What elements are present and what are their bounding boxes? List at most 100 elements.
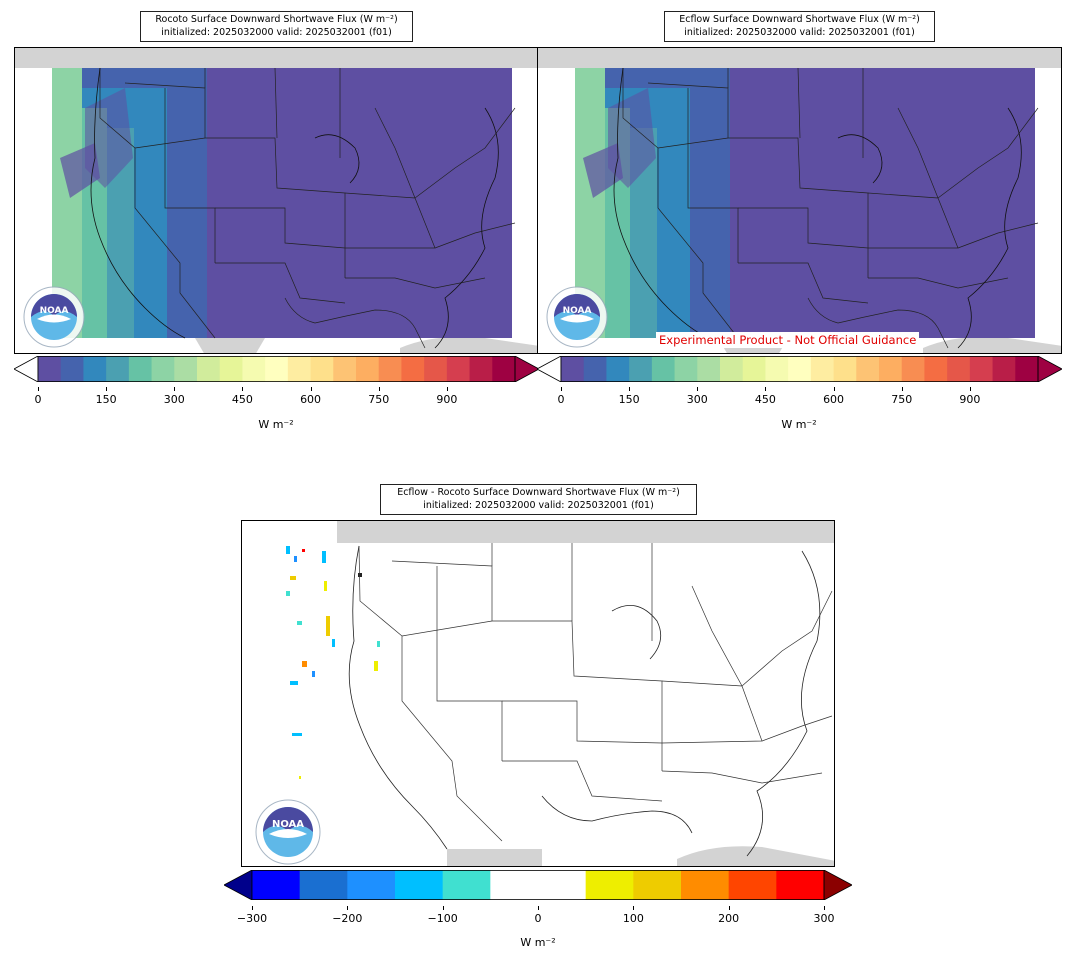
- colorbar-tick-label: 750: [368, 393, 390, 406]
- difference-colorbar: [223, 869, 853, 901]
- colorbar-swatch: [1015, 356, 1039, 382]
- rocoto-title: Rocoto Surface Downward Shortwave Flux (…: [140, 11, 413, 42]
- colorbar-tick-label: 150: [95, 393, 117, 406]
- colorbar-tick-mark: [538, 906, 539, 910]
- ecflow-map-svg: [538, 48, 1061, 353]
- colorbar-swatch: [810, 356, 835, 382]
- rocoto-colorbar: [13, 355, 540, 383]
- colorbar-tick-mark: [824, 906, 825, 910]
- colorbar-tick-label: 0: [557, 393, 565, 406]
- colorbar-swatch: [788, 356, 812, 382]
- colorbar-swatch: [776, 870, 825, 900]
- canada-land: [15, 48, 538, 68]
- colorbar-swatch: [265, 356, 289, 382]
- colorbar-tick-mark: [901, 387, 903, 391]
- colorbar-swatch: [287, 356, 312, 382]
- colorbar-tick-label: 450: [231, 393, 253, 406]
- colorbar-swatch: [583, 356, 607, 382]
- colorbar-swatch: [60, 356, 84, 382]
- ecflow-units: W m⁻²: [781, 418, 817, 431]
- colorbar-tick-label: −300: [236, 912, 268, 925]
- colorbar-tick-label: 600: [823, 393, 845, 406]
- colorbar-swatch: [219, 356, 243, 382]
- rocoto-title-line2: initialized: 2025032000 valid: 202503200…: [161, 27, 392, 38]
- colorbar-swatch: [151, 356, 175, 382]
- state-boundaries: [99, 67, 516, 349]
- difference-map-svg: [286, 521, 834, 866]
- canada-land: [337, 521, 834, 543]
- colorbar-tick-mark: [969, 387, 971, 391]
- colorbar-swatch: [492, 356, 516, 382]
- colorbar-tick-mark: [833, 387, 835, 391]
- colorbar-swatch: [333, 356, 357, 382]
- colorbar-swatch: [629, 356, 653, 382]
- coastlines: [90, 67, 499, 349]
- rocoto-title-line1: Rocoto Surface Downward Shortwave Flux (…: [155, 14, 398, 25]
- ecflow-noaa-text: NOAA: [562, 306, 592, 316]
- colorbar-swatch: [83, 356, 107, 382]
- difference-colorbar-svg: [223, 869, 853, 901]
- state-boundaries: [358, 543, 833, 842]
- colorbar-tick-mark: [633, 906, 635, 910]
- colorbar-tick-label: 300: [163, 393, 185, 406]
- ecflow-colorbar-svg: [536, 355, 1063, 383]
- colorbar-swatch: [856, 356, 880, 382]
- colorbar-swatch: [538, 870, 587, 900]
- ecflow-map: NOAA Experimental Product - Not Official…: [537, 47, 1062, 354]
- colorbar-swatch: [585, 870, 634, 900]
- ecflow-colorbar: [536, 355, 1063, 383]
- rocoto-field: [52, 68, 512, 338]
- experimental-disclaimer: Experimental Product - Not Official Guid…: [656, 332, 920, 348]
- cuba-land: [677, 846, 834, 866]
- colorbar-swatch: [606, 356, 630, 382]
- colorbar-tick-label: −200: [332, 912, 363, 925]
- colorbar-swatch: [651, 356, 676, 382]
- colorbar-swatch: [378, 356, 402, 382]
- colorbar-tick-label: 750: [891, 393, 913, 406]
- difference-noaa-logo: NOAA: [248, 799, 328, 865]
- colorbar-swatch: [424, 356, 448, 382]
- colorbar-swatch: [561, 356, 585, 382]
- colorbar-tick-mark: [378, 387, 380, 391]
- ecflow-title-line1: Ecflow Surface Downward Shortwave Flux (…: [679, 14, 920, 25]
- colorbar-tick-mark: [629, 387, 631, 391]
- colorbar-right-arrow: [514, 355, 540, 383]
- colorbar-swatch: [197, 356, 221, 382]
- colorbar-tick-label: 0: [34, 393, 42, 406]
- difference-title: Ecflow - Rocoto Surface Downward Shortwa…: [380, 484, 697, 515]
- colorbar-tick-mark: [252, 906, 253, 910]
- colorbar-swatch: [310, 356, 334, 382]
- colorbar-tick-mark: [106, 387, 108, 391]
- colorbar-swatch: [947, 356, 971, 382]
- rocoto-units: W m⁻²: [258, 418, 294, 431]
- colorbar-tick-label: 600: [300, 393, 322, 406]
- colorbar-swatch: [128, 356, 153, 382]
- colorbar-swatch: [992, 356, 1016, 382]
- colorbar-tick-mark: [446, 387, 448, 391]
- colorbar-swatch: [299, 870, 348, 900]
- colorbar-swatch: [174, 356, 198, 382]
- colorbar-swatch: [720, 356, 744, 382]
- colorbar-swatch: [674, 356, 698, 382]
- colorbar-tick-label: 300: [686, 393, 708, 406]
- colorbar-swatch: [924, 356, 948, 382]
- colorbar-swatch: [901, 356, 925, 382]
- rocoto-noaa-text: NOAA: [39, 306, 69, 316]
- colorbar-swatch: [356, 356, 380, 382]
- mexico-land: [447, 849, 542, 866]
- colorbar-right-arrow: [823, 869, 853, 901]
- colorbar-swatch: [633, 870, 682, 900]
- colorbar-tick-mark: [174, 387, 176, 391]
- rocoto-colorbar-svg: [13, 355, 540, 383]
- colorbar-tick-label: 0: [534, 912, 542, 925]
- difference-title-line2: initialized: 2025032000 valid: 202503200…: [423, 500, 654, 511]
- coastlines: [613, 67, 1022, 349]
- difference-units: W m⁻²: [520, 936, 556, 949]
- ecflow-field: [575, 68, 1035, 338]
- rocoto-noaa-logo: NOAA: [19, 286, 89, 348]
- colorbar-tick-mark: [347, 906, 349, 910]
- colorbar-swatch: [742, 356, 766, 382]
- colorbar-swatch: [401, 356, 425, 382]
- colorbar-swatch: [469, 356, 493, 382]
- colorbar-tick-label: 100: [622, 912, 644, 925]
